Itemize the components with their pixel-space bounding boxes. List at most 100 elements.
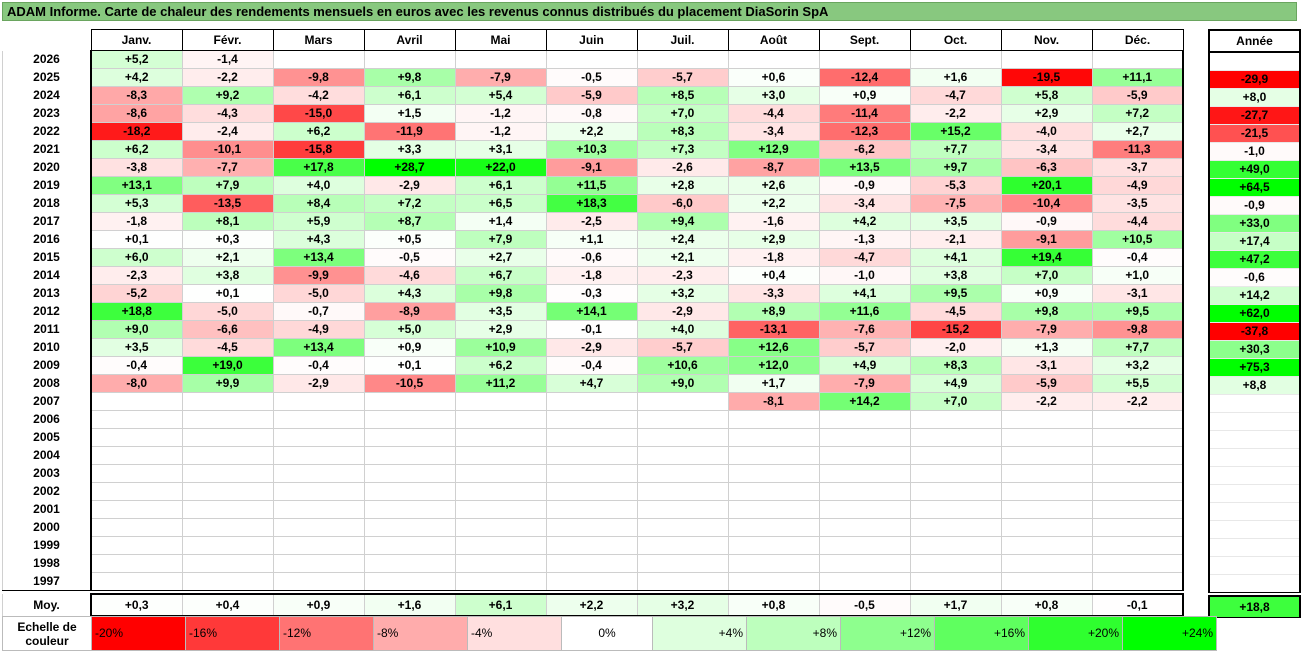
year-label: 2011: [2, 320, 91, 339]
annual-cell: +14,2: [1208, 286, 1301, 305]
heatmap-cell: +4,2: [818, 212, 911, 231]
heatmap-cell: [1000, 410, 1093, 429]
average-cell: +1,6: [363, 593, 456, 616]
heatmap-cell: -4,9: [272, 320, 365, 339]
heatmap-cell: +11,1: [1091, 68, 1184, 87]
heatmap-cell: -8,0: [90, 374, 183, 393]
heatmap-cell: [272, 572, 365, 591]
heatmap-cell: [272, 536, 365, 555]
annual-cell: [1208, 574, 1301, 593]
color-scale-step: -8%: [373, 616, 468, 651]
month-header: Nov.: [1000, 29, 1093, 51]
heatmap-cell: -7,9: [818, 374, 911, 393]
color-scale-step: +20%: [1028, 616, 1123, 651]
color-scale-step: 0%: [561, 616, 653, 651]
heatmap-cell: +11,2: [454, 374, 547, 393]
heatmap-cell: +20,1: [1000, 176, 1093, 195]
heatmap-cell: +3,5: [90, 338, 183, 357]
heatmap-cell: [1000, 464, 1093, 483]
heatmap-cell: [454, 572, 547, 591]
heatmap-cell: -1,8: [545, 266, 638, 285]
annual-cell: [1208, 466, 1301, 485]
heatmap-cell: -0,7: [272, 302, 365, 321]
monthly-heatmap: Janv. Févr. Mars Avril Mai Juin Juil. Août Sept.…: [2, 29, 1184, 616]
heatmap-cell: +6,7: [454, 266, 547, 285]
year-label: 2012: [2, 302, 91, 321]
year-label: 2005: [2, 428, 91, 447]
heatmap-cell: +2,7: [1091, 122, 1184, 141]
heatmap-cell: [1000, 518, 1093, 537]
heatmap-cell: [454, 428, 547, 447]
annual-row: +47,2: [1208, 250, 1301, 269]
heatmap-cell: +0,9: [818, 86, 911, 105]
heatmap-cell: +7,9: [181, 176, 274, 195]
heatmap-cell: [1091, 572, 1184, 591]
month-header-row: Janv. Févr. Mars Avril Mai Juin Juil. Août Sept.…: [3, 29, 1184, 51]
heatmap-cell: [909, 500, 1002, 519]
heatmap-cell: [636, 536, 729, 555]
heatmap-cell: -5,7: [636, 338, 729, 357]
heatmap-cell: [272, 428, 365, 447]
heatmap-cell: [727, 554, 820, 573]
heatmap-cell: [272, 410, 365, 429]
heatmap-cell: +3,0: [727, 86, 820, 105]
heatmap-cell: -2,9: [545, 338, 638, 357]
month-header: Juin: [545, 29, 638, 51]
heatmap-cell: [90, 410, 183, 429]
heatmap-cell: -6,3: [1000, 158, 1093, 177]
annual-cell: +33,0: [1208, 214, 1301, 233]
color-scale-legend: Echelle de couleur -20% -16% -12% -8% -4% 0% +4…: [2, 616, 1217, 651]
annual-cell: +49,0: [1208, 160, 1301, 179]
annual-row: +33,0: [1208, 214, 1301, 233]
heatmap-cell: -4,4: [727, 104, 820, 123]
heatmap-cell: [1091, 428, 1184, 447]
annual-row: -37,8: [1208, 322, 1301, 341]
heatmap-cell: [818, 572, 911, 591]
heatmap-cell: -8,6: [90, 104, 183, 123]
color-scale-step: +12%: [840, 616, 935, 651]
heatmap-cell: +0,9: [363, 338, 456, 357]
heatmap-cell: -7,9: [1000, 320, 1093, 339]
heatmap-cell: [636, 446, 729, 465]
year-label: 2013: [2, 284, 91, 303]
heatmap-cell: [363, 428, 456, 447]
heatmap-cell: +5,3: [90, 194, 183, 213]
heatmap-cell: -5,7: [636, 68, 729, 87]
heatmap-cell: +6,0: [90, 248, 183, 267]
heatmap-cell: +7,0: [909, 392, 1002, 411]
heatmap-cell: [272, 500, 365, 519]
heatmap-cell: +6,2: [90, 140, 183, 159]
heatmap-cell: [545, 428, 638, 447]
heatmap-cell: [818, 482, 911, 501]
heatmap-cell: +8,1: [181, 212, 274, 231]
heatmap-row: 2020 -3,8 -7,7 +17,8 +28,7 +22,0 -9,1 -2,6 -8,7 +…: [2, 158, 1184, 177]
heatmap-cell: +1,6: [909, 68, 1002, 87]
heatmap-cell: -0,9: [1000, 212, 1093, 231]
heatmap-row: 2015 +6,0 +2,1 +13,4 -0,5 +2,7 -0,6 +2,1 -1,8 -4,…: [2, 248, 1184, 267]
heatmap-cell: +5,2: [90, 50, 183, 69]
year-label: 2017: [2, 212, 91, 231]
color-scale-step: -4%: [467, 616, 562, 651]
month-header: Sept.: [818, 29, 911, 51]
heatmap-cell: -3,1: [1000, 356, 1093, 375]
heatmap-cell: [363, 500, 456, 519]
year-label: 2026: [2, 50, 91, 69]
heatmap-cell: +4,0: [272, 176, 365, 195]
heatmap-cell: [363, 446, 456, 465]
heatmap-cell: [727, 518, 820, 537]
annual-cell: +30,3: [1208, 340, 1301, 359]
heatmap-cell: [636, 572, 729, 591]
heatmap-cell: [363, 482, 456, 501]
heatmap-cell: +22,0: [454, 158, 547, 177]
heatmap-cell: +4,0: [636, 320, 729, 339]
heatmap-cell: +8,7: [363, 212, 456, 231]
heatmap-cell: -5,0: [272, 284, 365, 303]
heatmap-cell: [727, 482, 820, 501]
heatmap-cell: [909, 464, 1002, 483]
heatmap-cell: [818, 446, 911, 465]
heatmap-cell: -12,3: [818, 122, 911, 141]
heatmap-cell: +8,9: [727, 302, 820, 321]
annual-row: [1208, 520, 1301, 539]
heatmap-cell: [636, 410, 729, 429]
heatmap-cell: +3,5: [909, 212, 1002, 231]
